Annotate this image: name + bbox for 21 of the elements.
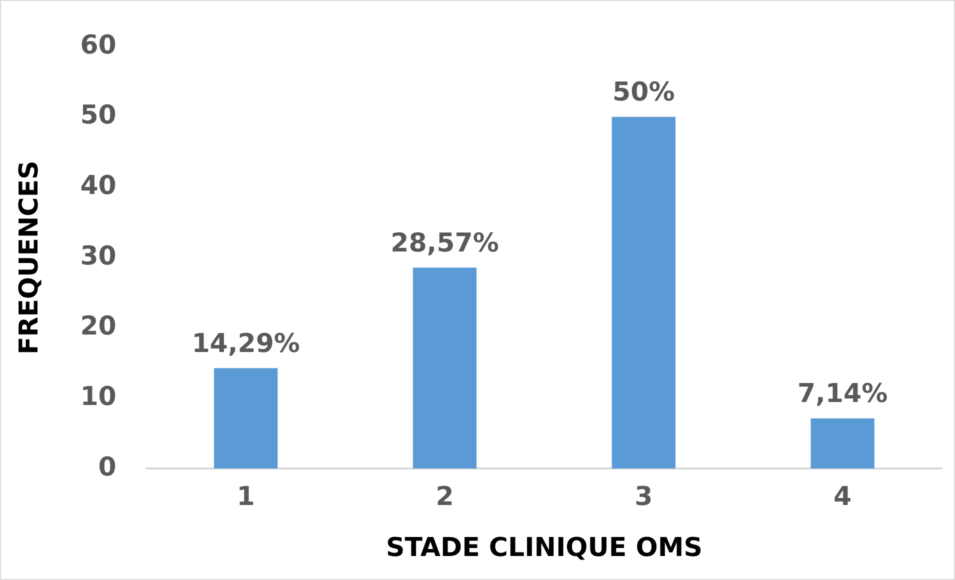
y-tick-label: 40 bbox=[80, 171, 116, 202]
data-label: 28,57% bbox=[390, 228, 499, 258]
data-label: 7,14% bbox=[797, 379, 888, 410]
bar bbox=[810, 418, 874, 469]
data-label: 14,29% bbox=[192, 328, 300, 359]
data-label: 50% bbox=[612, 78, 675, 108]
x-tick-label: 1 bbox=[236, 482, 255, 512]
x-tick-label: 3 bbox=[634, 482, 653, 512]
y-tick-label: 0 bbox=[98, 452, 116, 482]
y-tick-label: 50 bbox=[80, 100, 116, 131]
bar bbox=[214, 368, 278, 469]
y-tick-label: 60 bbox=[80, 30, 116, 60]
y-tick-label: 30 bbox=[80, 241, 116, 272]
y-axis-title: FREQUENCES bbox=[14, 160, 44, 355]
y-tick-label: 10 bbox=[80, 382, 116, 412]
bar bbox=[412, 268, 477, 469]
x-axis-title: STADE CLINIQUE OMS bbox=[386, 533, 702, 564]
bar bbox=[612, 116, 676, 469]
x-tick-label: 4 bbox=[834, 482, 852, 512]
x-tick-label: 2 bbox=[436, 482, 454, 512]
y-tick-label: 20 bbox=[80, 312, 116, 342]
